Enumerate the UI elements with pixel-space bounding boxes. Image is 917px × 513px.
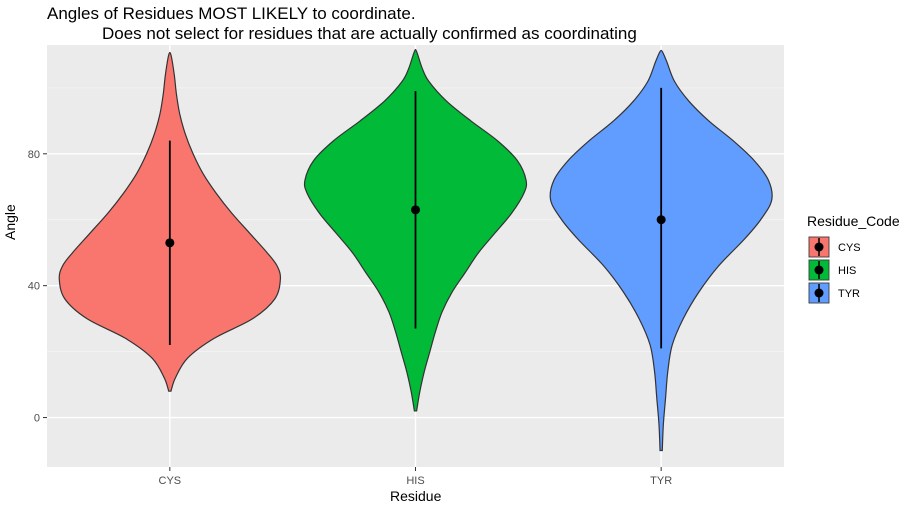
legend-point-cys [814,242,824,252]
mean-point-cys [165,238,175,248]
legend-point-his [814,265,824,275]
y-tick-label: 80 [28,149,40,161]
legend-label-cys: CYS [838,242,861,254]
x-axis-ticks: CYS HIS TYR [159,467,672,487]
mean-point-tyr [656,215,666,225]
legend-point-tyr [814,288,824,298]
x-tick-label: HIS [406,475,424,487]
chart-title: Angles of Residues MOST LIKELY to coordi… [47,4,416,23]
x-axis-label-text: Residue [390,488,442,504]
chart-subtitle: Does not select for residues that are ac… [102,24,637,43]
x-tick-label: TYR [650,475,672,487]
y-tick-label: 0 [34,413,40,425]
y-axis-label: Angle [2,204,18,240]
legend: CYS HIS TYR [808,236,861,304]
violins [58,48,773,452]
legend-label-his: HIS [838,265,856,277]
y-tick-label: 40 [28,281,40,293]
x-tick-label: CYS [159,475,182,487]
mean-point-his [411,205,420,215]
y-axis-ticks: 0 40 80 [28,149,47,425]
legend-label-tyr: TYR [838,288,860,300]
legend-title: Residue_Code [807,213,900,229]
